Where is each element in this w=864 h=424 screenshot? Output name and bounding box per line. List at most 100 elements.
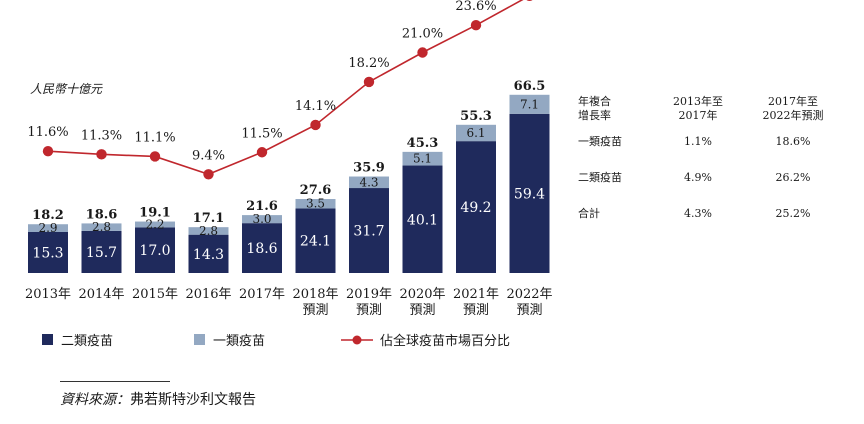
- bar-tier1: [295, 199, 336, 209]
- cagr-value: 26.2%: [775, 171, 811, 184]
- cagr-value: 25.2%: [775, 207, 811, 220]
- cagr-row: 一類疫苗 1.1% 18.6%: [578, 135, 848, 171]
- share-point: [149, 151, 161, 162]
- cagr-header-period-1: 2013年至 2017年: [673, 95, 723, 122]
- bar-tier1: [242, 215, 282, 224]
- share-label: 11.6%: [27, 125, 68, 140]
- cagr-value: 4.3%: [684, 207, 712, 220]
- legend-swatch-tier1: [194, 334, 205, 345]
- cagr-value: 18.6%: [775, 135, 811, 148]
- cagr-row-label: 二類疫苗: [578, 171, 622, 184]
- bar-total-label: 66.5: [514, 79, 546, 94]
- x-tick-label: 2014年: [78, 287, 124, 302]
- bar-total-label: 17.1: [193, 211, 225, 226]
- x-tick-label: 2013年: [25, 287, 71, 302]
- bar-tier2: [349, 188, 389, 273]
- x-tick-label: 2020年: [399, 287, 445, 302]
- bar-label-tier2: 49.2: [460, 200, 491, 216]
- bar-total-label: 35.9: [353, 161, 385, 176]
- bar-tier2: [402, 165, 443, 273]
- x-tick-label: 預測: [356, 303, 382, 318]
- bar-tier2: [81, 230, 122, 273]
- bar-tier1: [402, 151, 443, 166]
- bar-tier1: [509, 94, 550, 114]
- bar-label-tier2: 15.3: [32, 245, 63, 261]
- cagr-header-period-2: 2017年至 2022年預測: [762, 95, 824, 122]
- x-tick-label: 2018年: [292, 287, 338, 302]
- bar-label-tier2: 14.3: [193, 247, 224, 263]
- legend-label: 二類疫苗: [61, 334, 114, 349]
- x-tick-label: 2015年: [132, 287, 178, 302]
- bar-total-label: 21.6: [246, 199, 278, 214]
- bar-tier1: [349, 176, 389, 189]
- bar-total-label: 19.1: [139, 206, 171, 221]
- source-label: 資料來源：: [60, 392, 130, 408]
- legend-label: 佔全球疫苗市場百分比: [380, 334, 511, 349]
- share-point: [42, 146, 54, 157]
- bar-total-label: 45.3: [407, 136, 439, 151]
- bar-tier2: [135, 227, 175, 273]
- cagr-row: 合計 4.3% 25.2%: [578, 207, 848, 243]
- source-divider: [60, 381, 170, 382]
- bar-label-tier1: 7.1: [520, 97, 539, 111]
- cagr-row: 二類疫苗 4.9% 26.2%: [578, 171, 848, 207]
- bar-tier1: [81, 223, 122, 231]
- share-point: [203, 169, 214, 180]
- share-label: 9.4%: [192, 148, 225, 163]
- bar-label-tier2: 18.6: [246, 241, 277, 257]
- bar-total-label: 55.3: [460, 109, 492, 124]
- bar-tier2: [188, 234, 229, 273]
- share-label: 14.1%: [295, 99, 336, 114]
- share-point: [526, 0, 533, 1]
- share-point: [310, 119, 321, 131]
- source-note: 資料來源：弗若斯特沙利文報告: [60, 389, 256, 409]
- cagr-value: 4.9%: [684, 171, 712, 184]
- cagr-row-label: 一類疫苗: [578, 135, 622, 148]
- x-tick-label: 2022年: [506, 287, 552, 302]
- bar-label-tier2: 24.1: [300, 234, 331, 250]
- bar-label-tier1: 3.0: [252, 212, 271, 226]
- legend-item-tier2: 二類疫苗: [42, 330, 113, 349]
- bar-label-tier1: 2.8: [92, 220, 111, 234]
- share-label: 18.2%: [348, 56, 389, 71]
- bar-total-label: 18.6: [86, 207, 118, 222]
- cagr-value: 1.1%: [684, 135, 712, 148]
- legend-item-share: 佔全球疫苗市場百分比: [340, 330, 510, 349]
- bar-label-tier1: 2.8: [199, 224, 218, 238]
- legend-label: 一類疫苗: [213, 334, 266, 349]
- x-tick-label: 2017年: [239, 287, 285, 302]
- share-point: [363, 76, 375, 88]
- x-tick-label: 預測: [409, 303, 435, 318]
- bar-tier2: [242, 223, 282, 273]
- bar-tier1: [135, 221, 175, 228]
- bar-tier2: [28, 231, 68, 273]
- x-tick-label: 預測: [516, 303, 542, 318]
- share-label: 11.5%: [241, 126, 282, 141]
- bar-total-label: 27.6: [300, 183, 332, 198]
- bar-label-tier1: 2.9: [38, 221, 57, 235]
- share-point: [96, 149, 107, 160]
- bar-tier2: [295, 208, 336, 273]
- share-point: [470, 20, 482, 31]
- bar-tier2: [456, 141, 496, 273]
- bar-tier2: [509, 113, 550, 273]
- share-point: [256, 147, 268, 158]
- bar-label-tier2: 59.4: [514, 186, 545, 202]
- share-label: 21.0%: [402, 27, 443, 42]
- x-tick-label: 2016年: [185, 287, 231, 302]
- cagr-table: 年複合 增長率 2013年至 2017年 2017年至 2022年預測 一類疫苗…: [578, 95, 848, 243]
- source-text: 弗若斯特沙利文報告: [130, 392, 256, 408]
- share-label: 23.6%: [455, 0, 496, 14]
- cagr-header-row: 年複合 增長率 2013年至 2017年 2017年至 2022年預測: [578, 95, 848, 135]
- x-tick-label: 預測: [302, 303, 328, 318]
- x-tick-label: 2019年: [346, 287, 392, 302]
- legend-line-marker: [341, 335, 373, 344]
- bar-label-tier2: 15.7: [86, 245, 117, 261]
- bar-tier1: [28, 224, 68, 232]
- bar-tier1: [456, 124, 496, 142]
- share-line: [47, 0, 524, 176]
- share-label: 11.1%: [134, 130, 175, 145]
- legend-swatch-tier2: [42, 334, 53, 345]
- share-label: 11.3%: [81, 128, 122, 143]
- share-point: [417, 47, 428, 58]
